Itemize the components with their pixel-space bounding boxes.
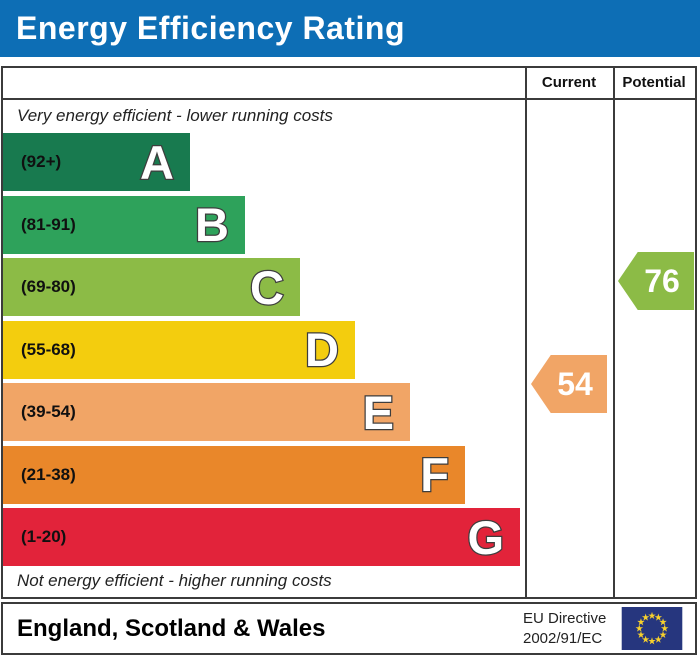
chart-body: Very energy efficient - lower running co… (3, 100, 695, 597)
page-title: Energy Efficiency Rating (16, 10, 405, 46)
band-range-label: (21-38) (21, 464, 76, 484)
caption-not-efficient: Not energy efficient - higher running co… (17, 571, 332, 590)
column-header-potential: Potential (622, 74, 686, 91)
potential-rating-arrow: 76 (618, 252, 694, 310)
band-F: (21-38) F (3, 445, 465, 504)
band-D: (55-68) D (3, 320, 355, 379)
band-G: (1-20) G (3, 508, 520, 566)
band-letter: A (139, 135, 175, 189)
band-letter: D (304, 323, 340, 376)
column-divider-potential (613, 68, 615, 597)
band-letter: F (419, 448, 450, 501)
band-C: (69-80) C (3, 258, 300, 316)
band-B: (81-91) B (3, 195, 245, 254)
current-rating-value: 54 (557, 365, 593, 402)
band-letter: B (194, 198, 230, 251)
column-divider-current (525, 68, 527, 597)
band-E: (39-54) E (3, 383, 410, 441)
caption-very-efficient: Very energy efficient - lower running co… (17, 106, 333, 125)
band-range-label: (39-54) (21, 402, 76, 421)
band-letter: G (466, 510, 505, 564)
eu-directive-label: EU Directive 2002/91/EC (523, 608, 606, 649)
title-bar: Energy Efficiency Rating (0, 0, 700, 57)
band-range-label: (55-68) (21, 339, 76, 359)
current-rating-arrow: 54 (531, 355, 607, 413)
eu-flag-icon (621, 607, 683, 650)
region-label: England, Scotland & Wales (17, 615, 326, 642)
band-A: (92+) A (3, 133, 190, 191)
band-letter: C (249, 260, 285, 314)
footer: England, Scotland & Wales EU Directive 2… (1, 602, 697, 655)
column-header-current: Current (541, 74, 597, 91)
chart-header-row: Current Potential (3, 68, 695, 100)
rating-chart: Current Potential Very energy efficient … (1, 66, 697, 599)
band-range-label: (69-80) (21, 277, 76, 296)
band-letter: E (361, 385, 395, 439)
eu-directive-line2: 2002/91/EC (523, 629, 603, 647)
band-range-label: (81-91) (21, 214, 76, 234)
band-range-label: (92+) (21, 152, 62, 171)
band-range-label: (1-20) (21, 527, 67, 546)
potential-rating-value: 76 (644, 262, 680, 299)
eu-directive-line1: EU Directive (523, 609, 607, 627)
